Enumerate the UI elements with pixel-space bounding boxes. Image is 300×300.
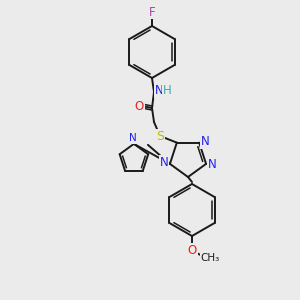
Text: S: S bbox=[156, 130, 164, 142]
Text: O: O bbox=[188, 244, 196, 256]
Text: F: F bbox=[149, 5, 155, 19]
Text: CH₃: CH₃ bbox=[200, 253, 220, 263]
Text: O: O bbox=[134, 100, 144, 112]
Text: H: H bbox=[163, 85, 171, 98]
Text: N: N bbox=[129, 133, 137, 143]
Text: N: N bbox=[208, 158, 216, 171]
Text: N: N bbox=[154, 85, 164, 98]
Text: N: N bbox=[160, 156, 168, 170]
Text: N: N bbox=[201, 135, 209, 148]
